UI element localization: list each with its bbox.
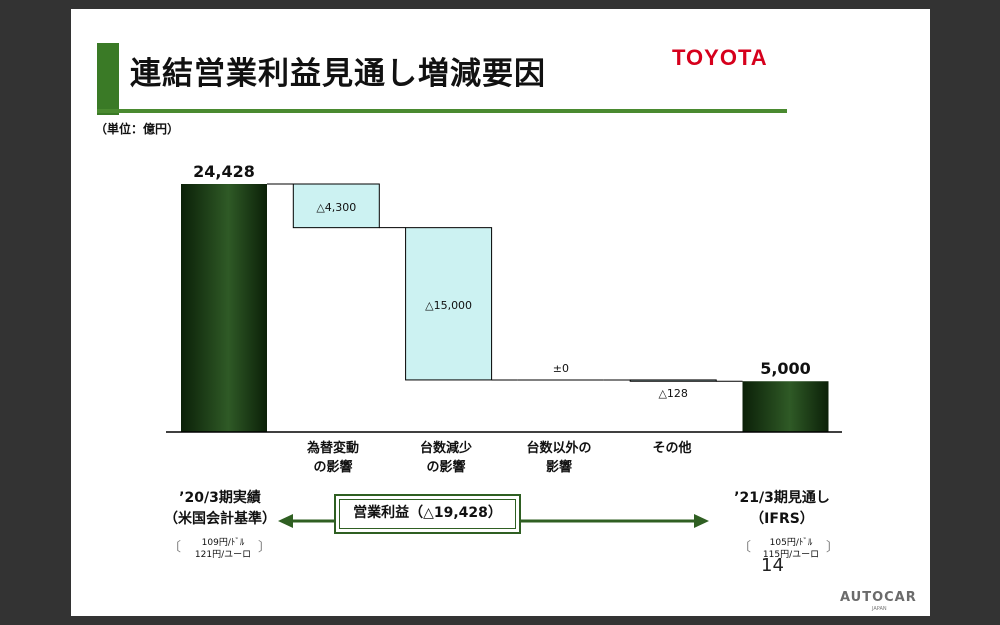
total-value-label: 24,428 xyxy=(193,162,255,181)
category-line: 為替変動 xyxy=(306,441,359,456)
category-line: その他 xyxy=(652,441,692,456)
category-line: の影響 xyxy=(426,460,466,475)
category-label-fx: 為替変動 の影響 xyxy=(278,439,388,477)
category-label-other-than-volume: 台数以外の 影響 xyxy=(504,439,614,477)
right-rate-eur: 115円/ユーロ xyxy=(762,550,820,560)
title-underline xyxy=(97,109,787,113)
page-number: 14 xyxy=(761,555,784,576)
delta-bar xyxy=(292,183,380,229)
left-rate-usd: 109円/ﾄﾞﾙ xyxy=(201,538,245,548)
toyota-logo: TOYOTA xyxy=(672,45,768,70)
category-line: の影響 xyxy=(313,460,353,475)
arrow-right-head xyxy=(694,514,709,528)
left-exchange-rates: 109円/ﾄﾞﾙ 121円/ユーロ xyxy=(188,537,258,561)
category-line: 台数以外の xyxy=(526,441,592,456)
left-period-label: ’20/3期実績 （米国会計基準） xyxy=(150,488,290,530)
delta-value-label: △15,000 xyxy=(425,299,472,312)
watermark-sub: JAPAN xyxy=(872,606,887,612)
category-line: 影響 xyxy=(545,460,572,475)
total-value-label: 5,000 xyxy=(760,359,811,378)
left-period-line1: ’20/3期実績 xyxy=(179,490,261,506)
total-bar xyxy=(742,381,829,432)
left-rate-eur: 121円/ユーロ xyxy=(194,550,252,560)
left-period-line2: （米国会計基準） xyxy=(164,511,276,527)
right-period-line1: ’21/3期見通し xyxy=(734,490,830,506)
arrow-left-head xyxy=(278,514,293,528)
delta-bar xyxy=(629,379,717,382)
category-line: 台数減少 xyxy=(419,441,472,456)
delta-value-label: △128 xyxy=(658,387,687,400)
bracket-close: 〕 xyxy=(258,540,272,555)
bracket-open: 〔 xyxy=(738,540,752,555)
delta-bar xyxy=(405,227,493,381)
delta-value-label: ±0 xyxy=(553,362,569,375)
bracket-open: 〔 xyxy=(168,540,182,555)
watermark: AUTOCAR xyxy=(840,590,917,605)
right-period-label: ’21/3期見通し （IFRS） xyxy=(712,488,852,530)
right-period-line2: （IFRS） xyxy=(750,511,814,527)
right-rate-usd: 105円/ﾄﾞﾙ xyxy=(769,538,813,548)
operating-profit-box: 営業利益（△19,428） xyxy=(334,494,521,534)
title-accent-bar xyxy=(97,43,119,115)
unit-label: （単位：億円） xyxy=(95,122,180,136)
delta-value-label: △4,300 xyxy=(316,201,356,214)
category-label-volume: 台数減少 の影響 xyxy=(391,439,501,477)
page-title: 連結営業利益見通し増減要因 xyxy=(130,56,546,92)
operating-profit-label: 営業利益（△19,428） xyxy=(339,499,516,529)
total-bar xyxy=(181,184,267,432)
category-label-others: その他 xyxy=(617,439,727,458)
right-exchange-rates: 105円/ﾄﾞﾙ 115円/ユーロ xyxy=(756,537,826,561)
bracket-close: 〕 xyxy=(826,540,840,555)
